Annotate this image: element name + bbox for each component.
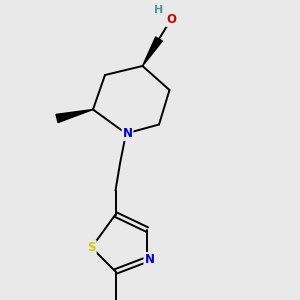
Polygon shape [142, 37, 162, 66]
Text: N: N [122, 127, 133, 140]
Text: O: O [166, 13, 176, 26]
Text: N: N [144, 253, 154, 266]
Text: H: H [154, 5, 163, 15]
Text: S: S [87, 241, 96, 254]
Polygon shape [56, 110, 93, 123]
